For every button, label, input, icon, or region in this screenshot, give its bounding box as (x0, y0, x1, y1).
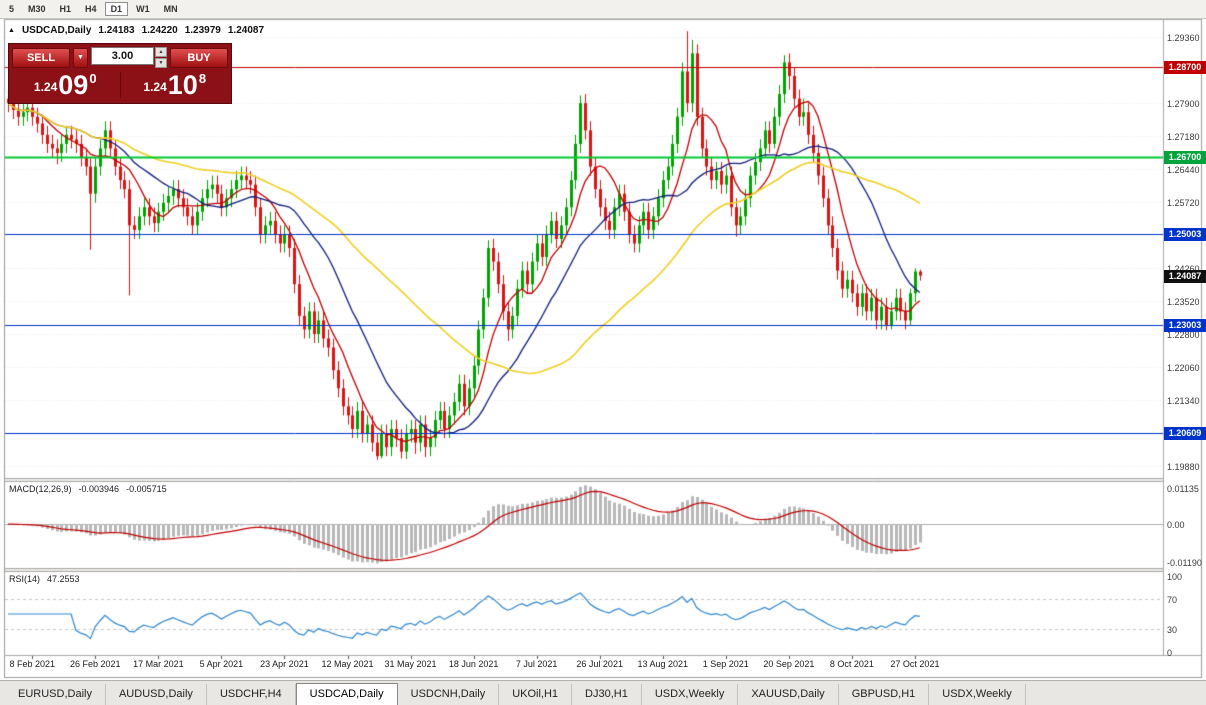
chart-tab-usdx-weekly[interactable]: USDX,Weekly (642, 684, 739, 705)
date-label: 1 Sep 2021 (702, 659, 749, 669)
price-tick: 1.27900 (1167, 99, 1200, 110)
sell-chevron-down-icon[interactable]: ▼ (73, 47, 88, 68)
period-button-5[interactable]: 5 (9, 4, 15, 14)
date-label: 26 Feb 2021 (70, 659, 121, 669)
date-label: 31 May 2021 (384, 659, 437, 669)
price-tick: 1.19880 (1167, 462, 1200, 473)
time-axis[interactable]: 8 Feb 2021 26 Feb 2021 17 Mar 2021 5 Apr 20… (0, 656, 1163, 676)
lot-size-input[interactable]: 3.00 (91, 47, 154, 65)
bid-price-prefix: 1.24 (33, 80, 58, 94)
one-click-trading-panel: SELL ▼ 3.00 ▲ ▼ BUY 1.24 09 0 1.24 10 8 (8, 43, 232, 104)
chart-tab-usdx-weekly[interactable]: USDX,Weekly (929, 684, 1026, 705)
date-label: 8 Oct 2021 (829, 659, 874, 669)
chart-tab-dj30-h1[interactable]: DJ30,H1 (572, 684, 642, 705)
period-button-w1[interactable]: W1 (136, 4, 150, 14)
ask-price[interactable]: 1.24 10 8 (121, 70, 230, 100)
chart-tab-eurusd-daily[interactable]: EURUSD,Daily (5, 684, 106, 705)
date-label: 7 Jul 2021 (515, 659, 558, 669)
chart-tab-usdcad-daily[interactable]: USDCAD,Daily (295, 683, 398, 705)
price-tick: 1.21340 (1167, 396, 1200, 407)
period-button-h4[interactable]: H4 (85, 4, 97, 14)
sell-button[interactable]: SELL (12, 47, 70, 68)
price-level-badge: 1.26700 (1164, 151, 1206, 165)
chart-tab-usdcnh-daily[interactable]: USDCNH,Daily (398, 684, 500, 705)
lot-spinner: ▲ ▼ (155, 47, 167, 68)
price-tick: 1.25720 (1167, 197, 1200, 208)
collapse-triangle-icon[interactable]: ▲ (8, 26, 15, 34)
ask-price-big: 10 (167, 70, 198, 100)
price-tick: 1.22060 (1167, 363, 1200, 374)
chart-tab-bar: EURUSD,Daily AUDUSD,Daily USDCHF,H4 USDCAD,… (0, 680, 1206, 705)
lot-spinner-up-icon[interactable]: ▲ (155, 47, 167, 57)
price-axis[interactable]: 1.29360 1.27900 1.27180 1.26440 1.25720 1.242… (1164, 19, 1206, 677)
chart-tab-xauusd-daily[interactable]: XAUUSD,Daily (738, 684, 839, 705)
lot-spinner-down-icon[interactable]: ▼ (155, 58, 167, 68)
ask-price-prefix: 1.24 (143, 80, 167, 94)
price-tick: 1.23520 (1167, 297, 1200, 308)
date-label: 26 Jul 2021 (576, 659, 623, 669)
price-level-badge: 1.28700 (1164, 60, 1206, 74)
date-label: 5 Apr 2021 (199, 659, 244, 669)
date-label: 12 May 2021 (321, 659, 374, 669)
price-tick: 1.26440 (1167, 165, 1200, 176)
date-label: 8 Feb 2021 (9, 659, 56, 669)
period-button-m30[interactable]: M30 (28, 4, 46, 14)
macd-tick: 0.00 (1167, 520, 1185, 531)
chart-tab-audusd-daily[interactable]: AUDUSD,Daily (106, 684, 207, 705)
quote-divider (119, 72, 121, 98)
period-button-d1[interactable]: D1 (104, 2, 129, 16)
rsi-tick: 0 (1167, 648, 1173, 658)
current-price-badge: 1.24087 (1164, 269, 1206, 283)
price-level-badge: 1.25003 (1164, 228, 1206, 242)
date-label: 20 Sep 2021 (763, 659, 815, 669)
buy-button[interactable]: BUY (170, 47, 228, 68)
date-label: 17 Mar 2021 (133, 659, 184, 669)
rsi-tick: 70 (1167, 594, 1178, 605)
rsi-tick: 30 (1167, 625, 1178, 636)
ask-price-sup: 8 (198, 71, 207, 86)
date-label: 18 Jun 2021 (448, 659, 499, 669)
rsi-tick: 100 (1167, 572, 1183, 582)
price-tick: 1.22800 (1167, 329, 1200, 340)
timeframe-toolbar: 5 M30 H1 H4 D1 W1 MN (0, 0, 1206, 19)
chart-tab-usdchf-h4[interactable]: USDCHF,H4 (207, 684, 296, 705)
date-label: 23 Apr 2021 (260, 659, 309, 669)
date-label: 13 Aug 2021 (637, 659, 689, 669)
macd-tick: -0.01190 (1167, 558, 1202, 569)
date-label: 27 Oct 2021 (890, 659, 940, 669)
price-level-badge: 1.23003 (1164, 318, 1206, 332)
bid-price[interactable]: 1.24 09 0 (11, 70, 120, 100)
period-button-mn[interactable]: MN (163, 4, 178, 14)
macd-tick: 0.01135 (1167, 483, 1199, 494)
bid-price-sup: 0 (89, 71, 97, 86)
price-tick: 1.24260 (1167, 264, 1200, 274)
price-tick: 1.29360 (1167, 33, 1200, 44)
price-tick: 1.27180 (1167, 131, 1200, 142)
period-button-h1[interactable]: H1 (59, 4, 72, 14)
chart-tab-ukoil-h1[interactable]: UKOil,H1 (499, 684, 573, 705)
bid-price-big: 09 (58, 70, 89, 100)
chart-tab-gbpusd-h1[interactable]: GBPUSD,H1 (839, 684, 930, 705)
price-level-badge: 1.20609 (1164, 427, 1206, 441)
